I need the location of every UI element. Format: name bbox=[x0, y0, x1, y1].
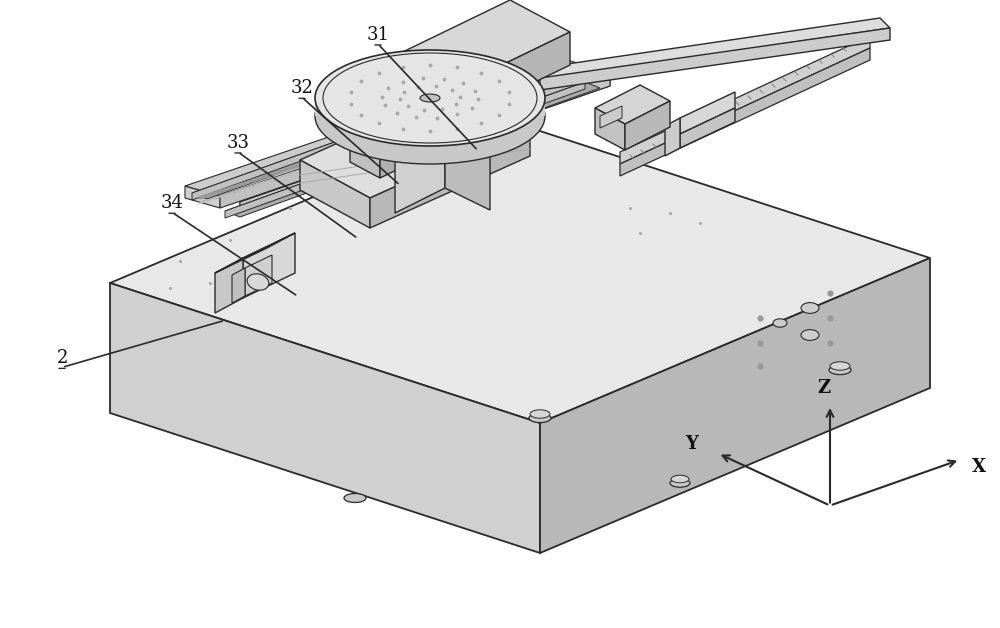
Ellipse shape bbox=[801, 330, 819, 340]
Polygon shape bbox=[185, 58, 595, 196]
Text: X: X bbox=[972, 458, 986, 475]
Polygon shape bbox=[240, 74, 610, 214]
Polygon shape bbox=[245, 255, 272, 296]
Ellipse shape bbox=[671, 475, 689, 483]
Polygon shape bbox=[595, 85, 670, 124]
Text: 2: 2 bbox=[56, 349, 68, 367]
Polygon shape bbox=[380, 94, 500, 178]
Ellipse shape bbox=[344, 494, 366, 502]
Text: 33: 33 bbox=[226, 134, 250, 152]
Polygon shape bbox=[540, 18, 890, 78]
Text: Y: Y bbox=[685, 435, 698, 453]
Polygon shape bbox=[620, 36, 870, 164]
Polygon shape bbox=[110, 118, 930, 423]
Polygon shape bbox=[445, 101, 490, 210]
Ellipse shape bbox=[247, 274, 269, 290]
Polygon shape bbox=[595, 108, 625, 150]
Text: 32: 32 bbox=[291, 79, 313, 97]
Polygon shape bbox=[540, 28, 890, 90]
Polygon shape bbox=[192, 65, 550, 200]
Polygon shape bbox=[300, 160, 370, 228]
Ellipse shape bbox=[315, 68, 545, 164]
Polygon shape bbox=[232, 268, 245, 303]
Polygon shape bbox=[620, 48, 870, 176]
Ellipse shape bbox=[801, 303, 819, 313]
Ellipse shape bbox=[323, 53, 537, 143]
Text: 31: 31 bbox=[366, 26, 390, 44]
Polygon shape bbox=[110, 283, 540, 553]
Polygon shape bbox=[215, 258, 243, 313]
Polygon shape bbox=[600, 106, 622, 128]
Ellipse shape bbox=[529, 413, 551, 423]
Polygon shape bbox=[380, 63, 440, 128]
Polygon shape bbox=[225, 82, 585, 218]
Polygon shape bbox=[350, 136, 380, 178]
Polygon shape bbox=[370, 126, 530, 228]
Ellipse shape bbox=[420, 94, 440, 102]
Ellipse shape bbox=[670, 479, 690, 487]
Polygon shape bbox=[665, 118, 680, 156]
Polygon shape bbox=[625, 101, 670, 150]
Polygon shape bbox=[240, 74, 610, 214]
Ellipse shape bbox=[829, 365, 851, 375]
Ellipse shape bbox=[773, 319, 787, 327]
Ellipse shape bbox=[530, 410, 550, 418]
Polygon shape bbox=[192, 65, 565, 199]
Polygon shape bbox=[225, 82, 600, 217]
Polygon shape bbox=[220, 68, 595, 208]
Polygon shape bbox=[680, 92, 735, 134]
Polygon shape bbox=[185, 186, 220, 208]
Polygon shape bbox=[440, 32, 570, 128]
Polygon shape bbox=[395, 101, 445, 213]
Polygon shape bbox=[215, 233, 295, 273]
Polygon shape bbox=[395, 101, 490, 148]
Polygon shape bbox=[350, 78, 500, 152]
Polygon shape bbox=[243, 233, 295, 298]
Ellipse shape bbox=[830, 362, 850, 370]
Text: Z: Z bbox=[817, 379, 831, 397]
Polygon shape bbox=[680, 108, 735, 148]
Text: 34: 34 bbox=[161, 194, 183, 212]
Polygon shape bbox=[300, 88, 530, 198]
Polygon shape bbox=[540, 258, 930, 553]
Ellipse shape bbox=[315, 50, 545, 146]
Polygon shape bbox=[380, 0, 570, 95]
Polygon shape bbox=[315, 98, 545, 116]
